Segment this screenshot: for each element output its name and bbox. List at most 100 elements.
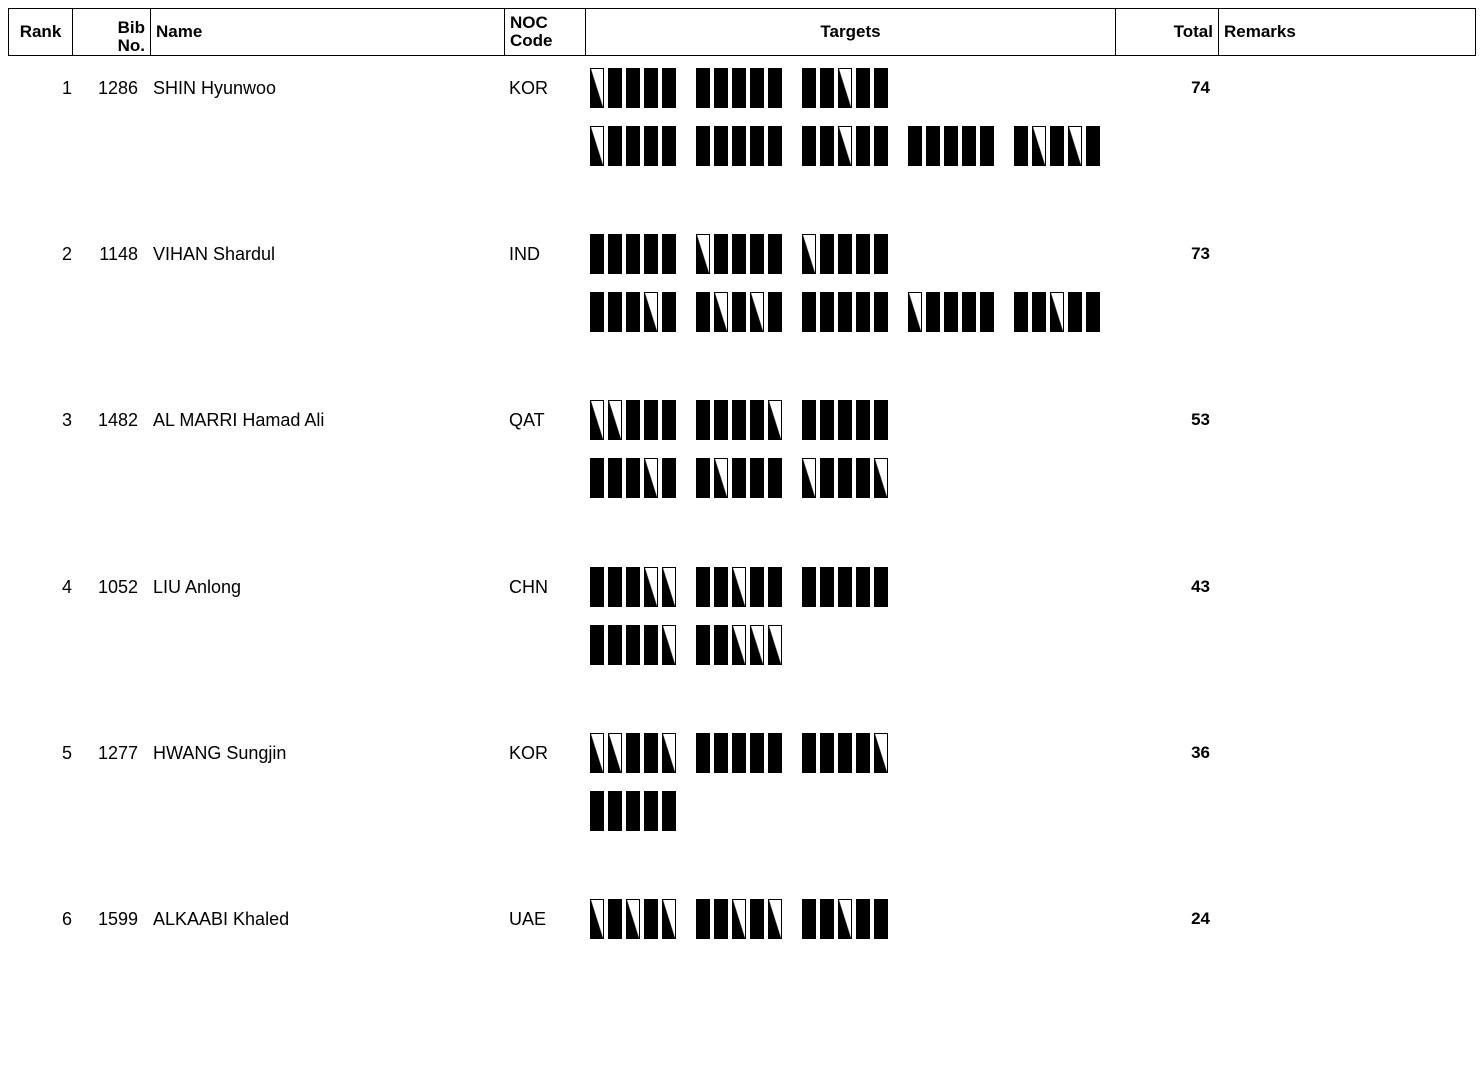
target-hit-icon [714, 234, 728, 274]
remarks-cell [1226, 410, 1466, 430]
target-miss-icon [644, 292, 658, 332]
target-hit-icon [750, 733, 764, 773]
target-miss-icon [590, 733, 604, 773]
target-line [590, 733, 908, 773]
header-noc-line1: NOC [510, 13, 548, 32]
total-cell: 36 [1191, 743, 1210, 762]
target-series [590, 68, 680, 108]
target-hit-icon [626, 625, 640, 665]
target-hit-icon [750, 234, 764, 274]
target-hit-icon [874, 292, 888, 332]
target-miss-icon [626, 899, 640, 939]
target-hit-icon [1086, 292, 1100, 332]
table-row: 4 1052 LIU Anlong CHN 43 [0, 567, 1480, 737]
target-hit-icon [626, 458, 640, 498]
target-miss-icon [662, 899, 676, 939]
bib-cell: 1482 [97, 410, 138, 430]
target-hit-icon [856, 292, 870, 332]
bib-cell: 1148 [99, 244, 138, 264]
target-series [1014, 292, 1104, 332]
target-miss-icon [644, 458, 658, 498]
target-hit-icon [608, 234, 622, 274]
target-hit-icon [856, 234, 870, 274]
header-targets: Targets [586, 9, 1116, 55]
target-hit-icon [608, 791, 622, 831]
target-hit-icon [962, 292, 976, 332]
target-hit-icon [768, 234, 782, 274]
results-table-header: Rank Bib No. Name NOC Code Targets Total… [8, 8, 1476, 56]
target-hit-icon [944, 292, 958, 332]
target-hit-icon [820, 458, 834, 498]
target-hit-icon [644, 733, 658, 773]
target-hit-icon [696, 625, 710, 665]
target-hit-icon [644, 68, 658, 108]
target-hit-icon [1086, 126, 1100, 166]
target-line [590, 234, 908, 274]
target-series [696, 234, 786, 274]
target-miss-icon [590, 899, 604, 939]
target-line [590, 458, 908, 498]
bib-cell: 1599 [97, 909, 138, 929]
target-hit-icon [768, 126, 782, 166]
target-hit-icon [732, 458, 746, 498]
target-hit-icon [874, 567, 888, 607]
target-hit-icon [662, 292, 676, 332]
target-hit-icon [608, 292, 622, 332]
target-miss-icon [874, 733, 888, 773]
target-series [590, 733, 680, 773]
target-miss-icon [644, 567, 658, 607]
target-hit-icon [626, 292, 640, 332]
table-row: 1 1286 SHIN Hyunwoo KOR 74 [0, 68, 1480, 238]
target-series [590, 625, 680, 665]
target-miss-icon [696, 234, 710, 274]
target-series [590, 458, 680, 498]
target-series [696, 899, 786, 939]
target-series [802, 899, 892, 939]
target-hit-icon [820, 126, 834, 166]
target-miss-icon [732, 899, 746, 939]
bib-cell: 1052 [97, 577, 138, 597]
target-miss-icon [662, 733, 676, 773]
target-hit-icon [732, 733, 746, 773]
target-miss-icon [768, 400, 782, 440]
target-series [802, 458, 892, 498]
target-hit-icon [874, 68, 888, 108]
target-miss-icon [608, 733, 622, 773]
name-cell: SHIN Hyunwoo [153, 78, 277, 98]
table-row: 3 1482 AL MARRI Hamad Ali QAT 53 [0, 400, 1480, 570]
target-series [802, 400, 892, 440]
target-hit-icon [608, 126, 622, 166]
target-hit-icon [696, 899, 710, 939]
rank-cell: 1 [61, 78, 72, 98]
noc-cell: UAE [509, 909, 547, 929]
target-hit-icon [714, 733, 728, 773]
table-row: 5 1277 HWANG Sungjin KOR 36 [0, 733, 1480, 903]
target-hit-icon [820, 68, 834, 108]
target-line [590, 68, 908, 108]
noc-cell: CHN [509, 577, 548, 597]
target-hit-icon [608, 899, 622, 939]
target-series [696, 68, 786, 108]
target-hit-icon [750, 400, 764, 440]
target-hit-icon [856, 458, 870, 498]
target-hit-icon [856, 68, 870, 108]
total-cell: 43 [1191, 577, 1210, 596]
target-miss-icon [590, 400, 604, 440]
target-line [590, 126, 1120, 166]
target-miss-icon [714, 292, 728, 332]
target-hit-icon [750, 126, 764, 166]
target-hit-icon [696, 458, 710, 498]
target-hit-icon [838, 234, 852, 274]
target-miss-icon [750, 292, 764, 332]
target-miss-icon [838, 126, 852, 166]
target-miss-icon [1068, 126, 1082, 166]
target-hit-icon [626, 733, 640, 773]
noc-cell: KOR [509, 78, 549, 98]
target-hit-icon [962, 126, 976, 166]
target-hit-icon [802, 733, 816, 773]
target-hit-icon [644, 899, 658, 939]
noc-cell: QAT [509, 410, 545, 430]
target-hit-icon [820, 899, 834, 939]
total-cell: 53 [1191, 410, 1210, 429]
target-line [590, 791, 696, 831]
